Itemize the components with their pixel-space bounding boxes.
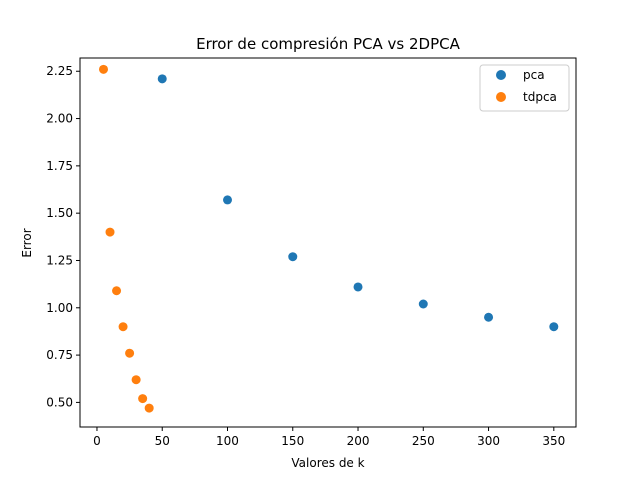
data-point-tdpca [98, 64, 108, 74]
x-tick-label: 200 [347, 434, 370, 448]
y-tick-label: 1.50 [46, 206, 73, 220]
plot-points [98, 64, 559, 413]
chart-title: Error de compresión PCA vs 2DPCA [196, 35, 461, 53]
y-tick-label: 0.50 [46, 395, 73, 409]
x-tick-label: 0 [93, 434, 101, 448]
y-tick-label: 1.00 [46, 301, 73, 315]
y-tick-label: 1.25 [46, 253, 73, 267]
data-point-tdpca [105, 227, 115, 237]
y-tick-label: 2.00 [46, 112, 73, 126]
data-point-pca [353, 282, 363, 292]
x-tick-label: 150 [281, 434, 304, 448]
data-point-tdpca [131, 375, 141, 385]
data-point-tdpca [144, 403, 154, 413]
x-tick-label: 250 [412, 434, 435, 448]
legend-label-pca: pca [523, 68, 545, 82]
x-tick-label: 350 [542, 434, 565, 448]
legend: pca tdpca [479, 64, 570, 112]
data-point-tdpca [138, 394, 148, 404]
plot-frame [79, 57, 577, 428]
x-axis: 0 50 100 150 200 250 300 350 [93, 427, 565, 448]
data-point-pca [288, 252, 298, 262]
data-point-pca [222, 195, 232, 205]
x-tick-label: 50 [155, 434, 170, 448]
y-tick-label: 1.75 [46, 159, 73, 173]
data-point-pca [549, 322, 559, 332]
y-tick-label: 0.75 [46, 348, 73, 362]
data-point-pca [484, 312, 494, 322]
data-point-pca [418, 299, 428, 309]
data-point-tdpca [118, 322, 128, 332]
x-tick-label: 100 [216, 434, 239, 448]
data-point-tdpca [112, 286, 122, 296]
legend-label-tdpca: tdpca [523, 90, 557, 104]
legend-marker-tdpca [496, 92, 506, 102]
x-tick-label: 300 [477, 434, 500, 448]
data-point-pca [157, 74, 167, 84]
y-tick-label: 2.25 [46, 64, 73, 78]
y-axis-label: Error [20, 228, 34, 257]
data-point-tdpca [125, 348, 135, 358]
legend-marker-pca [496, 70, 506, 80]
x-axis-label: Valores de k [291, 456, 364, 470]
y-axis: 0.50 0.75 1.00 1.25 1.50 1.75 2.00 2.25 [46, 64, 80, 409]
